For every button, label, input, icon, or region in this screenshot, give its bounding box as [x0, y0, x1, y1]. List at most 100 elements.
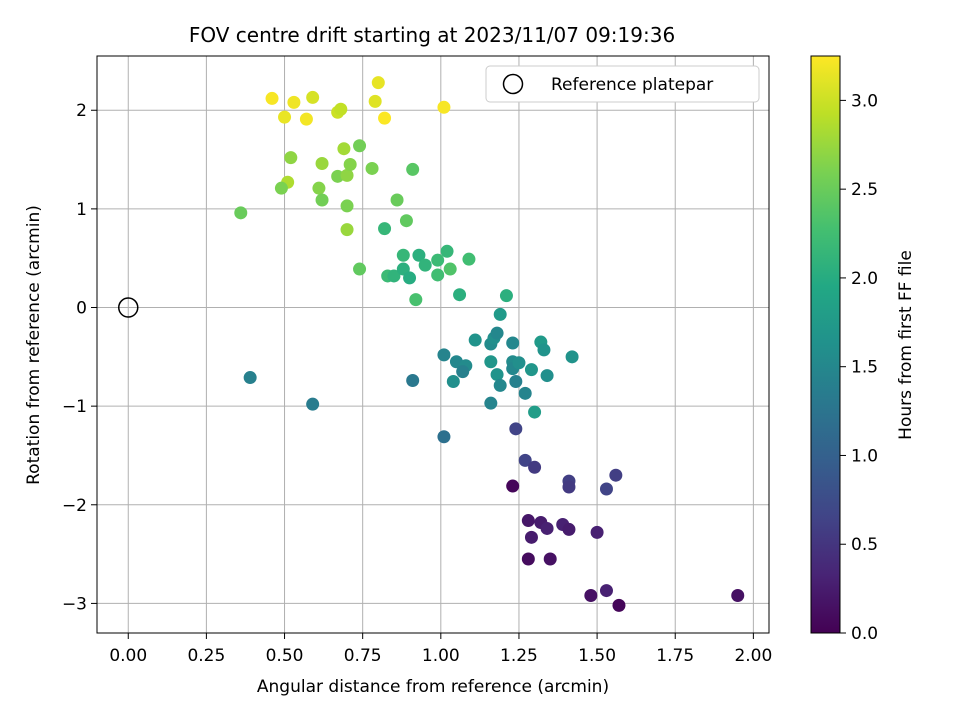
data-point: [437, 100, 451, 114]
data-point: [524, 363, 538, 377]
data-point: [490, 368, 504, 382]
data-point: [453, 288, 467, 302]
colorbar-tick-label: 3.0: [851, 91, 878, 111]
x-axis-ticks: 0.00 0.25 0.50 0.75 1.00 1.25 1.50 1.75 2.00: [109, 633, 772, 666]
data-point: [412, 248, 426, 262]
data-point: [612, 598, 626, 612]
data-point: [403, 271, 417, 285]
data-point: [315, 193, 329, 207]
reference-marker-layer: [118, 297, 139, 318]
x-tick-label: 0.75: [344, 646, 382, 666]
data-point: [521, 514, 535, 528]
colorbar: 0.0 0.5 1.0 1.5 2.0 2.5 3.0 Hours from first F…: [810, 55, 916, 644]
data-point: [243, 371, 257, 385]
data-point: [287, 95, 301, 109]
data-point: [506, 336, 520, 350]
colorbar-tick-label: 1.5: [851, 358, 878, 378]
data-point: [562, 480, 576, 494]
data-point: [353, 139, 367, 153]
data-point: [334, 102, 348, 116]
data-point: [540, 369, 554, 383]
data-point: [524, 530, 538, 544]
data-point: [278, 110, 292, 124]
data-point: [371, 76, 385, 90]
legend-entry-reference-platepar: Reference platepar: [551, 75, 713, 95]
plot-frame: [96, 55, 770, 634]
data-point: [590, 525, 604, 539]
data-point: [406, 162, 420, 176]
data-point: [584, 589, 598, 603]
data-point: [378, 222, 392, 236]
data-point: [456, 365, 470, 379]
data-point: [340, 199, 354, 213]
data-point: [512, 356, 526, 370]
data-point: [431, 253, 445, 267]
y-tick-label: 0: [76, 299, 87, 319]
data-point: [490, 326, 504, 340]
legend: Reference platepar: [485, 65, 760, 103]
x-tick-label: 0.00: [109, 646, 147, 666]
data-point: [299, 112, 313, 126]
y-tick-label: −2: [62, 496, 87, 516]
data-point: [599, 482, 613, 496]
data-point: [312, 181, 326, 195]
data-point: [446, 374, 460, 388]
y-tick-label: 1: [76, 200, 87, 220]
data-point: [518, 453, 532, 467]
x-tick-label: 1.50: [578, 646, 616, 666]
data-point: [343, 157, 357, 171]
data-point: [353, 262, 367, 276]
data-point: [609, 468, 623, 482]
data-point: [443, 262, 457, 276]
data-point: [528, 405, 542, 419]
data-point: [484, 396, 498, 410]
x-tick-label: 1.25: [500, 646, 538, 666]
y-tick-label: −1: [62, 397, 87, 417]
chart-title: FOV centre drift starting at 2023/11/07 …: [189, 23, 675, 47]
colorbar-tick-label: 0.0: [851, 624, 878, 644]
data-point: [387, 269, 401, 283]
data-point: [431, 268, 445, 282]
data-point: [468, 333, 482, 347]
data-point: [493, 307, 507, 321]
data-points: [234, 76, 745, 612]
colorbar-gradient: [810, 55, 841, 634]
plot-area: [96, 55, 770, 634]
data-point: [437, 348, 451, 362]
data-point: [409, 293, 423, 307]
x-tick-label: 1.75: [656, 646, 694, 666]
data-point: [440, 244, 454, 258]
colorbar-tick-label: 1.0: [851, 446, 878, 466]
data-point: [599, 584, 613, 598]
data-point: [390, 193, 404, 207]
data-point: [306, 90, 320, 104]
data-point: [368, 94, 382, 108]
data-point: [528, 460, 542, 474]
data-point: [378, 111, 392, 125]
data-point: [340, 168, 354, 182]
colorbar-label: Hours from first FF file: [896, 250, 916, 440]
data-point: [284, 151, 298, 165]
data-point: [543, 552, 557, 566]
data-point: [537, 343, 551, 357]
x-tick-label: 0.50: [266, 646, 304, 666]
legend-marker-reference: [502, 73, 524, 95]
x-axis-label: Angular distance from reference (arcmin): [257, 677, 609, 697]
data-point: [399, 214, 413, 228]
data-point: [493, 378, 507, 392]
y-tick-label: 2: [76, 101, 87, 121]
data-point: [396, 248, 410, 262]
data-point: [518, 386, 532, 400]
data-point: [540, 521, 554, 535]
data-point: [418, 258, 432, 272]
colorbar-tick-label: 2.0: [851, 269, 878, 289]
y-axis-ticks: −3 −2 −1 0 1 2: [62, 101, 97, 614]
reference-platepar-marker: [118, 297, 139, 318]
data-point: [406, 374, 420, 388]
x-tick-label: 2.00: [734, 646, 772, 666]
data-point: [331, 169, 345, 183]
data-point: [274, 181, 288, 195]
data-point: [462, 252, 476, 266]
data-point: [506, 479, 520, 493]
